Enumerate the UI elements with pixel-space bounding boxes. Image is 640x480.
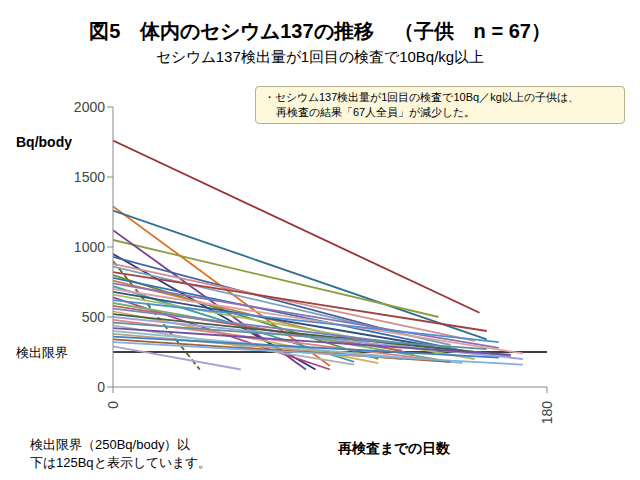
html-text:検出限界（250Bq/body）以: 検出限界（250Bq/body）以: [30, 437, 191, 452]
html-text:・セシウム137検出量が1回目の検査で10Bq／kg以上の子: ・セシウム137検出量が1回目の検査で10Bq／kg以上の子供は、: [264, 91, 579, 103]
html-text:再検査までの日数: 再検査までの日数: [338, 440, 450, 456]
html-text:セシウム137検出量が1回目の検査で10Bq/kg以上: セシウム137検出量が1回目の検査で10Bq/kg以上: [155, 48, 485, 65]
html-text:図5 体内のセシウム137の推移 （子供 n = 67）: 図5 体内のセシウム137の推移 （子供 n = 67）: [89, 20, 551, 42]
svg-text:0: 0: [97, 379, 105, 395]
html-text:Bq/body: Bq/body: [16, 134, 72, 150]
svg-text:0: 0: [105, 401, 121, 409]
svg-text:2000: 2000: [74, 99, 105, 115]
svg-text:検出限界: 検出限界: [16, 345, 68, 360]
svg-text:180: 180: [539, 401, 555, 425]
svg-text:1500: 1500: [74, 169, 105, 185]
html-text:下は125Bqと表示しています。: 下は125Bqと表示しています。: [30, 455, 211, 470]
svg-text:1000: 1000: [74, 239, 105, 255]
html-text:再検査の結果「67人全員」が減少した。: 再検査の結果「67人全員」が減少した。: [276, 106, 476, 118]
svg-text:500: 500: [82, 309, 106, 325]
